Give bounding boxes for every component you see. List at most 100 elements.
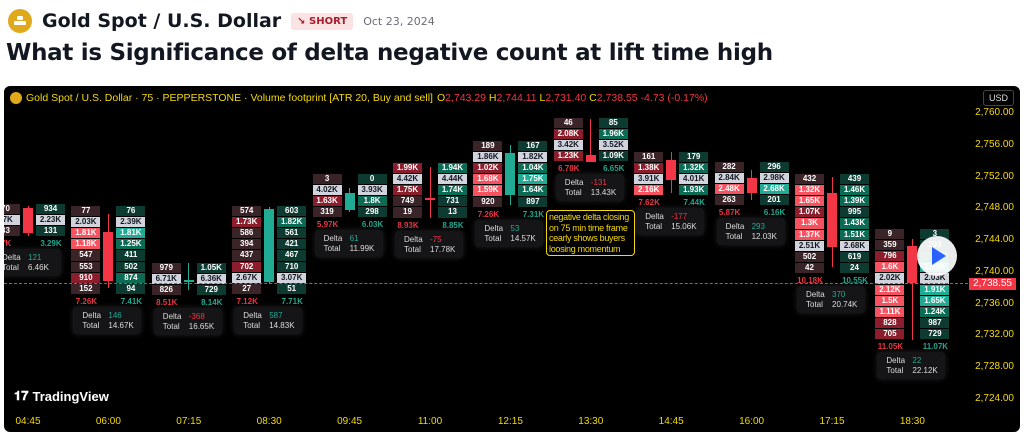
buy-volume-cell: 1.09K — [598, 151, 628, 162]
delta-label: Delta — [806, 290, 825, 300]
currency-button[interactable]: USD — [982, 90, 1014, 106]
buy-volume-cell: 897 — [518, 196, 548, 207]
sell-volume-cell: 553 — [71, 261, 101, 272]
sell-volume-cell: 1.11K — [875, 306, 905, 317]
buy-volume-cell: 3.52K — [598, 140, 628, 151]
sell-volume-cell: 1.37K — [795, 229, 824, 240]
time-axis-label: 14:45 — [658, 416, 684, 427]
candle-body — [264, 208, 275, 282]
sell-volume-cell: 702 — [232, 261, 262, 272]
buy-volume-cell: 296 — [759, 161, 789, 173]
delta-label: Delta — [243, 310, 262, 320]
price-axis-label: 2,724.00 — [975, 392, 1014, 404]
buy-total: 8.14K — [201, 298, 223, 308]
sell-total: 8.51K — [156, 298, 178, 308]
price-axis-label: 2,756.00 — [975, 138, 1014, 150]
sell-volume-cell: 6.71K — [151, 274, 181, 285]
candle-body — [505, 153, 516, 196]
price-axis-label: 2,740.00 — [975, 265, 1014, 277]
price-axis-label: 2,728.00 — [975, 361, 1014, 373]
footprint-chart[interactable]: Gold Spot / U.S. Dollar · 75 · PEPPERSTO… — [4, 86, 1020, 432]
buy-volume-cell: 1.96K — [598, 129, 628, 140]
candle-wick — [429, 166, 431, 218]
sell-volume-cell: 1.75K — [393, 185, 422, 196]
time-axis-label: 13:30 — [578, 416, 604, 427]
sell-volume-cell: 2.67K — [232, 272, 262, 283]
sell-volume-cell: 1.59K — [473, 185, 503, 196]
sell-volume-cell: 2.02K — [875, 273, 905, 284]
delta-summary-box: Delta -75 Total 17.78K — [395, 230, 463, 258]
short-badge: ↘ SHORT — [291, 12, 354, 30]
delta-summary-box: Delta 61 Total 11.99K — [314, 230, 383, 258]
buy-volume-cell: 2.23K — [36, 215, 65, 226]
buy-volume-cell: 85 — [598, 118, 628, 129]
tradingview-logo[interactable]: 𝟏𝟕 TradingView — [14, 388, 109, 404]
buy-volume-cell: 874 — [116, 272, 146, 283]
sell-volume-cell: 920 — [473, 196, 503, 207]
total-value: 11.99K — [349, 244, 375, 254]
buy-volume-cell: 24 — [840, 262, 869, 274]
note-line: negative delta closing — [549, 212, 629, 222]
buy-volume-cell: 1.24K — [920, 306, 950, 317]
buy-total: 7.41K — [120, 296, 143, 306]
play-button[interactable] — [917, 236, 957, 276]
buy-volume-cell: 1.8K — [357, 196, 387, 207]
buy-volume-cell: 3 — [920, 229, 950, 240]
delta-value: -75 — [430, 234, 442, 244]
annotation-note[interactable]: negative delta closing on 75 min time fr… — [546, 210, 635, 256]
sell-volume-cell: 2.12K — [875, 284, 905, 295]
delta-value: -368 — [188, 312, 205, 322]
total-label: Total — [82, 320, 100, 330]
sell-total: 11.05K — [877, 342, 904, 352]
buy-volume-cell: 4.01K — [679, 174, 709, 185]
sell-volume-cell: 19 — [393, 207, 422, 218]
buy-volume-cell: 1.51K — [840, 229, 869, 240]
buy-volume-cell: 411 — [116, 250, 146, 261]
delta-label: Delta — [564, 178, 584, 188]
delta-summary-box: Delta 370 Total 20.74K — [797, 286, 865, 314]
delta-label: Delta — [645, 212, 664, 222]
buy-volume-cell: 3.93K — [357, 185, 387, 196]
price-axis-label: 2,760.00 — [975, 107, 1014, 118]
candle-body — [907, 245, 918, 284]
time-axis-label: 09:45 — [337, 416, 363, 427]
candle-body — [344, 193, 355, 211]
total-label: Total — [4, 263, 19, 273]
total-label: Total — [323, 244, 341, 254]
buy-volume-cell: 76 — [116, 205, 146, 217]
sell-volume-cell: 2.48K — [714, 184, 744, 195]
sell-volume-cell: 9 — [875, 229, 905, 240]
buy-volume-cell: 710 — [277, 261, 307, 272]
time-axis-label: 08:30 — [256, 416, 282, 427]
sell-volume-cell: 1.68K — [473, 174, 503, 185]
sell-total: 5.87K — [718, 208, 741, 218]
time-axis-label: 07:15 — [176, 416, 202, 427]
note-line: on 75 min time frame — [549, 222, 628, 233]
total-label: Total — [243, 320, 261, 330]
buy-volume-cell: 1.74K — [438, 185, 467, 196]
current-price-line — [4, 283, 968, 285]
sell-volume-cell: 394 — [232, 239, 262, 250]
total-value: 17.78K — [430, 244, 456, 254]
sell-volume-cell: 1.99K — [393, 163, 422, 174]
delta-label: Delta — [323, 234, 343, 244]
delta-summary-box: Delta 293 Total 12.03K — [716, 218, 785, 246]
sell-volume-cell: 2.03K — [71, 217, 101, 228]
sell-volume-cell: 547 — [71, 250, 101, 261]
candle-wick — [188, 262, 190, 290]
short-badge-label: SHORT — [309, 15, 348, 27]
candle-body — [23, 207, 33, 233]
time-axis-label: 11:00 — [417, 416, 443, 427]
sell-volume-cell: 574 — [232, 205, 262, 217]
gold-symbol-icon — [8, 9, 32, 33]
symbol-name[interactable]: Gold Spot / U.S. Dollar — [42, 10, 282, 32]
buy-volume-cell: 2.68K — [759, 184, 789, 195]
delta-value: 293 — [751, 222, 765, 232]
time-axis-label: 06:00 — [95, 416, 121, 427]
sell-volume-cell: 1.63K — [312, 196, 342, 207]
delta-value: 61 — [349, 234, 359, 244]
sell-volume-cell: 27 — [232, 283, 262, 294]
sell-volume-cell: 828 — [875, 317, 905, 329]
sell-volume-cell: 910 — [71, 272, 101, 283]
delta-summary-box: Delta 22 Total 22.12K — [877, 352, 946, 380]
